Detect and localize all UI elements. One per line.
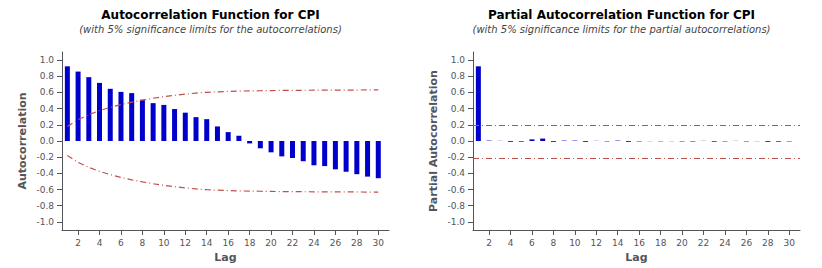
svg-text:2: 2 [486, 238, 492, 248]
svg-text:0.0: 0.0 [451, 136, 466, 146]
svg-text:-0.6: -0.6 [447, 185, 465, 195]
svg-text:30: 30 [373, 238, 385, 248]
svg-text:18: 18 [655, 238, 667, 248]
svg-text:Partial Autocorrelation Functi: Partial Autocorrelation Function for CPI [488, 8, 755, 22]
svg-text:Lag: Lag [625, 251, 647, 264]
svg-text:(with 5% significance limits f: (with 5% significance limits for the par… [473, 24, 771, 35]
svg-text:22: 22 [287, 238, 298, 248]
svg-text:Partial Autocorrelation: Partial Autocorrelation [427, 70, 440, 212]
svg-text:20: 20 [676, 238, 688, 248]
svg-text:12: 12 [591, 238, 602, 248]
svg-text:1.0: 1.0 [451, 55, 466, 65]
svg-text:0.4: 0.4 [40, 104, 55, 114]
svg-text:24: 24 [308, 238, 320, 248]
svg-text:8: 8 [551, 238, 557, 248]
svg-text:12: 12 [180, 238, 191, 248]
svg-text:0.6: 0.6 [40, 87, 55, 97]
svg-text:2: 2 [75, 238, 81, 248]
svg-text:16: 16 [633, 238, 645, 248]
svg-text:14: 14 [201, 238, 213, 248]
svg-text:10: 10 [158, 238, 170, 248]
svg-text:4: 4 [97, 238, 103, 248]
svg-text:0.4: 0.4 [451, 104, 466, 114]
svg-text:10: 10 [569, 238, 581, 248]
svg-text:6: 6 [118, 238, 124, 248]
svg-text:8: 8 [140, 238, 146, 248]
svg-text:22: 22 [698, 238, 709, 248]
svg-text:Autocorrelation: Autocorrelation [16, 92, 29, 189]
svg-text:-0.4: -0.4 [447, 168, 465, 178]
svg-text:-1.0: -1.0 [36, 217, 54, 227]
svg-text:0.6: 0.6 [451, 87, 466, 97]
svg-text:0.2: 0.2 [451, 120, 465, 130]
svg-text:Autocorrelation Function for C: Autocorrelation Function for CPI [101, 8, 319, 22]
svg-text:0.0: 0.0 [40, 136, 55, 146]
svg-text:4: 4 [508, 238, 514, 248]
svg-text:26: 26 [741, 238, 753, 248]
svg-text:20: 20 [265, 238, 277, 248]
svg-text:26: 26 [330, 238, 342, 248]
svg-text:6: 6 [529, 238, 535, 248]
svg-text:-0.2: -0.2 [447, 152, 465, 162]
svg-text:-0.4: -0.4 [36, 168, 54, 178]
svg-text:-0.2: -0.2 [36, 152, 54, 162]
svg-text:28: 28 [351, 238, 363, 248]
svg-text:24: 24 [719, 238, 731, 248]
svg-text:0.8: 0.8 [451, 71, 466, 81]
svg-text:30: 30 [784, 238, 796, 248]
svg-text:-1.0: -1.0 [447, 217, 465, 227]
svg-text:1.0: 1.0 [40, 55, 55, 65]
svg-text:18: 18 [244, 238, 256, 248]
svg-text:Lag: Lag [214, 251, 236, 264]
svg-text:-0.8: -0.8 [447, 201, 465, 211]
svg-text:(with 5% significance limits f: (with 5% significance limits for the aut… [79, 24, 342, 35]
svg-text:-0.6: -0.6 [36, 185, 54, 195]
svg-text:0.2: 0.2 [40, 120, 54, 130]
svg-text:-0.8: -0.8 [36, 201, 54, 211]
svg-text:16: 16 [222, 238, 234, 248]
svg-text:14: 14 [612, 238, 624, 248]
svg-text:28: 28 [762, 238, 774, 248]
svg-text:0.8: 0.8 [40, 71, 55, 81]
